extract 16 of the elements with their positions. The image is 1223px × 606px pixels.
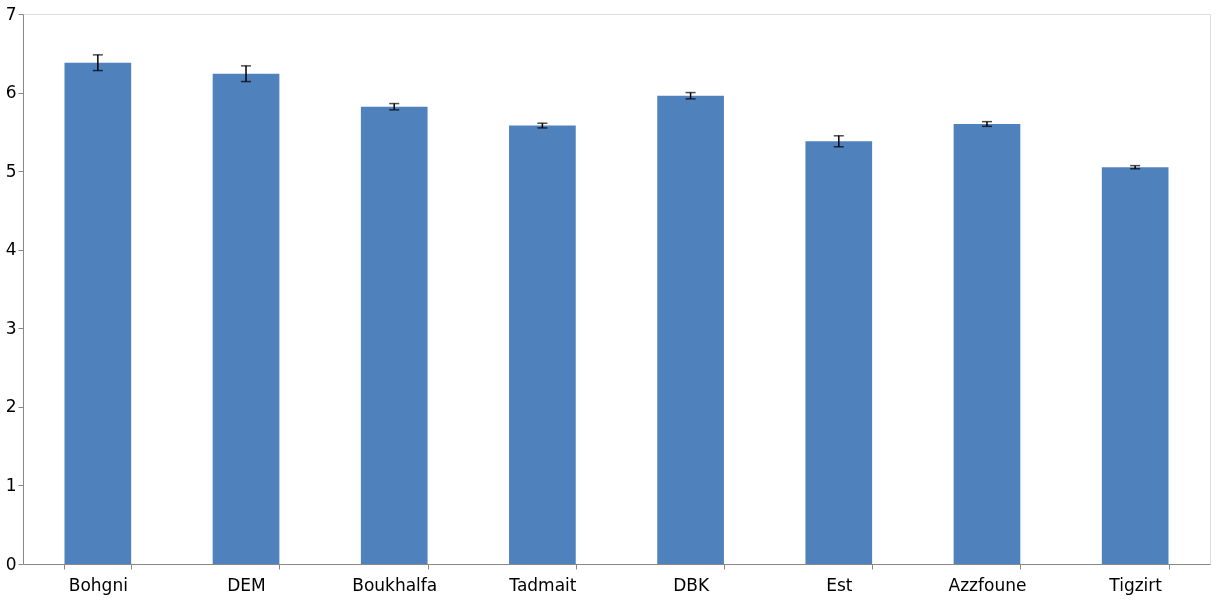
x-tick-label: Boukhalfa [352,574,438,595]
y-tick-label: 0 [5,553,17,574]
x-tick-label: Tadmait [508,574,577,595]
y-tick-label: 2 [5,396,17,417]
y-tick-label: 3 [5,317,17,338]
x-tick-label: DBK [673,574,710,595]
x-tick-label: Est [826,574,853,595]
x-tick-label: Azzfoune [948,574,1027,595]
y-tick-label: 1 [5,474,17,495]
y-tick-label: 6 [5,82,17,103]
y-tick-label: 7 [5,3,17,24]
x-tick-label: Tigzirt [1108,574,1163,595]
x-tick-label: DEM [227,574,266,595]
y-tick-label: 4 [5,239,17,260]
y-tick-label: 5 [5,160,17,181]
x-tick-label: Bohgni [68,574,128,595]
